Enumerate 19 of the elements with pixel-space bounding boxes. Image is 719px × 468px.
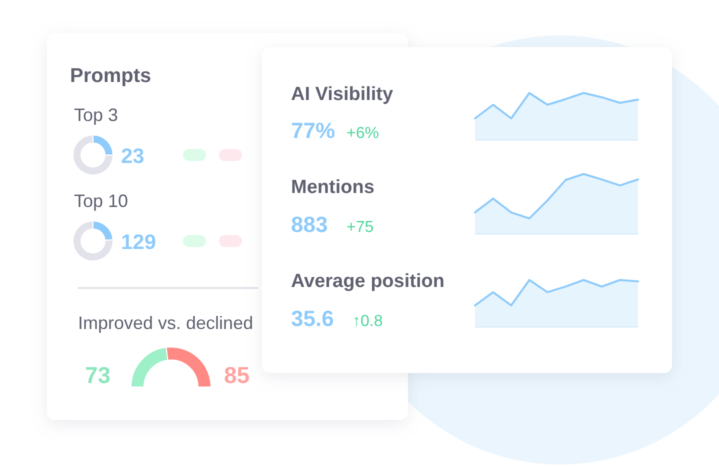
data-label: 85 xyxy=(224,362,250,388)
data-label: 73 xyxy=(85,362,111,388)
text: 883 xyxy=(291,212,328,237)
donut-slice xyxy=(72,134,114,176)
text: ↑0.8 xyxy=(352,313,383,330)
text: 23 xyxy=(121,145,144,168)
text: +75 xyxy=(346,219,374,236)
chart-title: Mentions xyxy=(291,177,374,198)
text: +6% xyxy=(346,125,379,142)
chart-title: Prompts xyxy=(70,65,152,87)
chart-title: Top 10 xyxy=(74,191,128,211)
chart-title: AI Visibility xyxy=(291,84,394,105)
chart-subtitle: Top 3 xyxy=(74,105,118,125)
text: 35.6 xyxy=(291,306,334,331)
chart-title: Average position xyxy=(291,271,444,292)
text: 77% xyxy=(291,118,336,143)
chart-title: Improved vs. declined xyxy=(78,313,254,333)
donut-slice xyxy=(72,220,114,262)
text: 129 xyxy=(121,231,156,254)
